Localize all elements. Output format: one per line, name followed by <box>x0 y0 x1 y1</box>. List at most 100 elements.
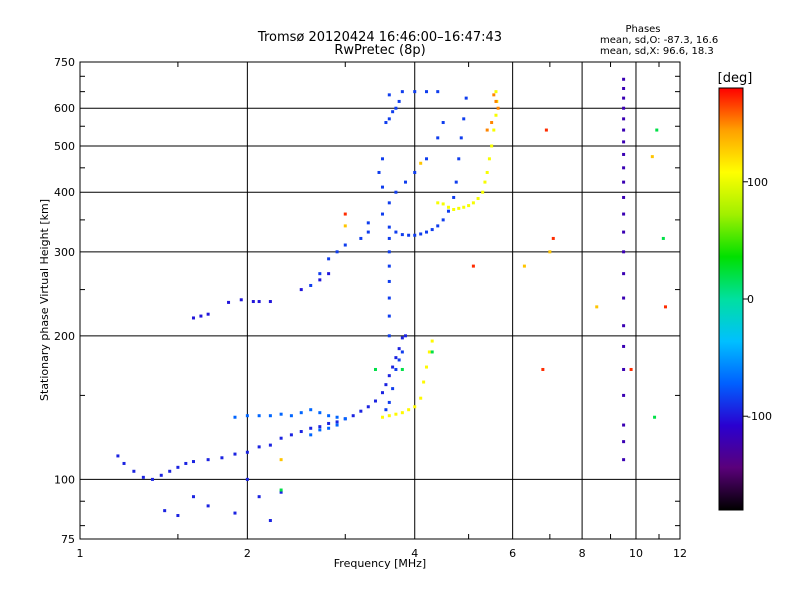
data-point <box>343 243 347 247</box>
x-tick-label: 12 <box>673 547 687 560</box>
data-point <box>494 113 498 117</box>
data-point <box>176 465 180 469</box>
data-point <box>622 166 626 170</box>
data-point <box>309 283 313 287</box>
data-point <box>257 414 261 418</box>
chart-subtitle: RwPretec (8p) <box>334 43 425 58</box>
data-point <box>541 367 545 371</box>
data-point <box>462 117 466 121</box>
data-point <box>419 232 423 236</box>
data-point <box>159 473 163 477</box>
data-point <box>629 367 633 371</box>
data-point <box>299 288 303 292</box>
data-point <box>457 157 461 161</box>
data-point <box>544 128 548 132</box>
data-point <box>446 205 450 209</box>
data-point <box>206 504 210 508</box>
data-point <box>387 400 391 404</box>
data-point <box>622 393 626 397</box>
data-point <box>413 170 417 174</box>
data-point <box>366 230 370 234</box>
data-point <box>467 204 471 208</box>
data-point <box>184 461 188 465</box>
data-point <box>436 224 440 228</box>
data-point <box>446 209 450 213</box>
data-point <box>487 157 491 161</box>
data-point <box>490 144 494 148</box>
data-point <box>299 430 303 434</box>
data-point <box>257 300 261 304</box>
data-point <box>430 339 434 343</box>
data-point <box>327 272 331 276</box>
data-point <box>122 461 126 465</box>
data-point <box>268 519 272 523</box>
data-point <box>454 180 458 184</box>
data-point <box>245 414 249 418</box>
data-point <box>327 421 331 425</box>
data-point <box>359 409 363 413</box>
data-point <box>663 305 667 309</box>
data-point <box>397 347 401 351</box>
data-point <box>289 433 293 437</box>
data-point <box>459 136 463 140</box>
data-point <box>548 250 552 254</box>
data-point <box>622 440 626 444</box>
data-point <box>622 458 626 462</box>
data-point <box>387 201 391 205</box>
y-tick-label: 75 <box>61 533 75 546</box>
data-point <box>622 296 626 300</box>
data-point <box>394 356 398 360</box>
data-point <box>373 367 377 371</box>
data-point <box>387 264 391 268</box>
data-point <box>309 408 313 412</box>
data-point <box>425 230 429 234</box>
data-point <box>622 128 626 132</box>
data-point <box>595 305 599 309</box>
data-point <box>452 207 456 211</box>
data-point <box>622 96 626 100</box>
y-axis-label: Stationary phase Virtual Height [km] <box>38 199 51 401</box>
data-point <box>387 250 391 254</box>
data-point <box>366 405 370 409</box>
data-point <box>655 128 659 132</box>
data-point <box>425 90 429 94</box>
data-point <box>404 180 408 184</box>
data-point <box>116 454 120 458</box>
data-point <box>380 185 384 189</box>
data-point <box>430 228 434 232</box>
data-point <box>485 170 489 174</box>
data-point <box>309 433 313 437</box>
data-point <box>335 250 339 254</box>
data-point <box>387 93 391 97</box>
y-tick-label: 500 <box>54 140 75 153</box>
data-point <box>251 300 255 304</box>
data-point <box>387 117 391 121</box>
data-point <box>327 257 331 261</box>
y-tick-label: 200 <box>54 330 75 343</box>
data-point <box>400 233 404 237</box>
data-point <box>335 415 339 419</box>
data-point <box>359 236 363 240</box>
data-point <box>318 278 322 282</box>
data-point <box>483 180 487 184</box>
data-point <box>387 374 391 378</box>
x-tick-label: 2 <box>244 547 251 560</box>
data-point <box>176 514 180 518</box>
phases-box-line2: mean, sd,X: 96.6, 18.3 <box>600 46 714 57</box>
data-point <box>622 344 626 348</box>
data-point <box>233 415 237 419</box>
data-point <box>407 408 411 412</box>
data-point <box>279 458 283 462</box>
data-point <box>163 509 167 513</box>
data-point <box>492 128 496 132</box>
data-point <box>366 221 370 225</box>
data-point <box>387 279 391 283</box>
data-point <box>492 93 496 97</box>
data-point <box>394 412 398 416</box>
colorbar-gradient <box>718 87 744 511</box>
data-point <box>622 367 626 371</box>
data-point <box>220 456 224 460</box>
colorbar-tick-label: 0 <box>747 293 754 306</box>
phases-box-line1: mean, sd,O: -87.3, 16.6 <box>600 35 718 46</box>
